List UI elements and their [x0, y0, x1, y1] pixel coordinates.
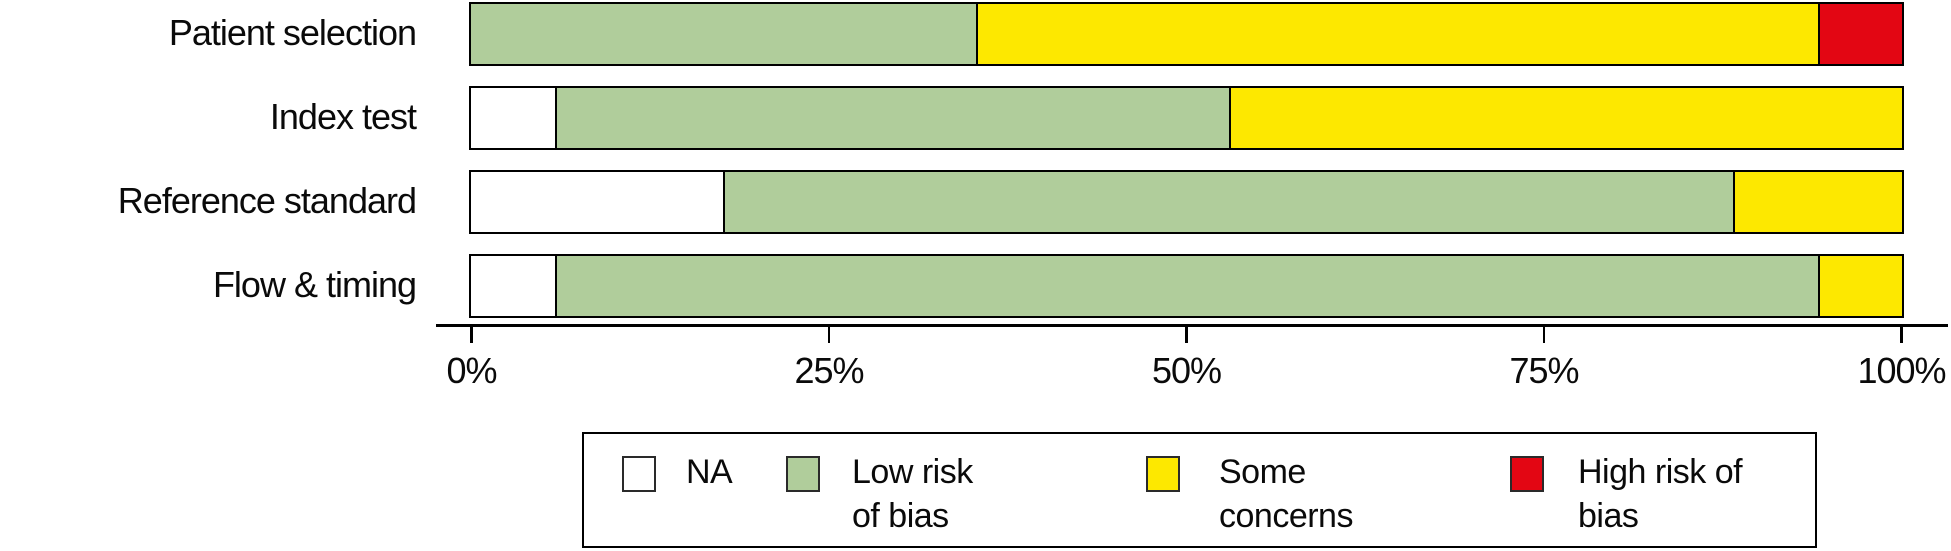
- bar-segment-low-risk-of-bias: [555, 256, 1818, 316]
- x-axis-tick-label: 75%: [1509, 350, 1579, 391]
- bar-segment-low-risk-of-bias: [471, 4, 977, 64]
- bar-segment-low-risk-of-bias: [722, 172, 1734, 232]
- legend-swatch: [786, 456, 820, 492]
- legend-label: Some concerns: [1219, 453, 1353, 535]
- bar-segment-some-concerns: [1733, 172, 1902, 232]
- bar-segment-high-risk-of-bias: [1817, 4, 1902, 64]
- x-axis-tick-label: 100%: [1857, 350, 1946, 391]
- stacked-bar: [469, 254, 1904, 318]
- bar-segment-some-concerns: [976, 4, 1818, 64]
- x-axis-tick-label: 25%: [794, 350, 864, 391]
- bar-segment-some-concerns: [1228, 88, 1902, 148]
- legend-label: Low risk of bias: [852, 453, 973, 535]
- stacked-bar: [469, 86, 1904, 150]
- row-label: Index test: [269, 96, 417, 137]
- legend-label: High risk of bias: [1578, 453, 1743, 535]
- x-axis-tick-label: 50%: [1151, 350, 1222, 391]
- stacked-bar: [469, 2, 1904, 66]
- bar-segment-na: [471, 172, 723, 232]
- legend-label: NA: [686, 453, 733, 491]
- bar-segment-na: [471, 88, 556, 148]
- bar-segment-some-concerns: [1817, 256, 1902, 316]
- row-label: Patient selection: [168, 12, 417, 53]
- x-axis-tick: [1185, 326, 1188, 343]
- row-label: Reference standard: [117, 180, 417, 221]
- x-axis-tick: [470, 326, 473, 343]
- x-axis-line: [436, 324, 1948, 327]
- legend: NA Low risk of bias Some concerns High risk…: [582, 432, 1817, 548]
- x-axis-tick: [827, 326, 831, 343]
- legend-swatch: [622, 456, 656, 492]
- row-label: Flow & timing: [212, 264, 417, 305]
- bar-segment-low-risk-of-bias: [555, 88, 1229, 148]
- legend-swatch: [1146, 456, 1180, 492]
- bar-segment-na: [471, 256, 556, 316]
- legend-swatch: [1510, 456, 1544, 492]
- x-axis-tick: [1900, 326, 1903, 343]
- stacked-bar: [469, 170, 1904, 234]
- x-axis-tick-label: 0%: [446, 350, 497, 391]
- x-axis-tick: [1542, 326, 1546, 343]
